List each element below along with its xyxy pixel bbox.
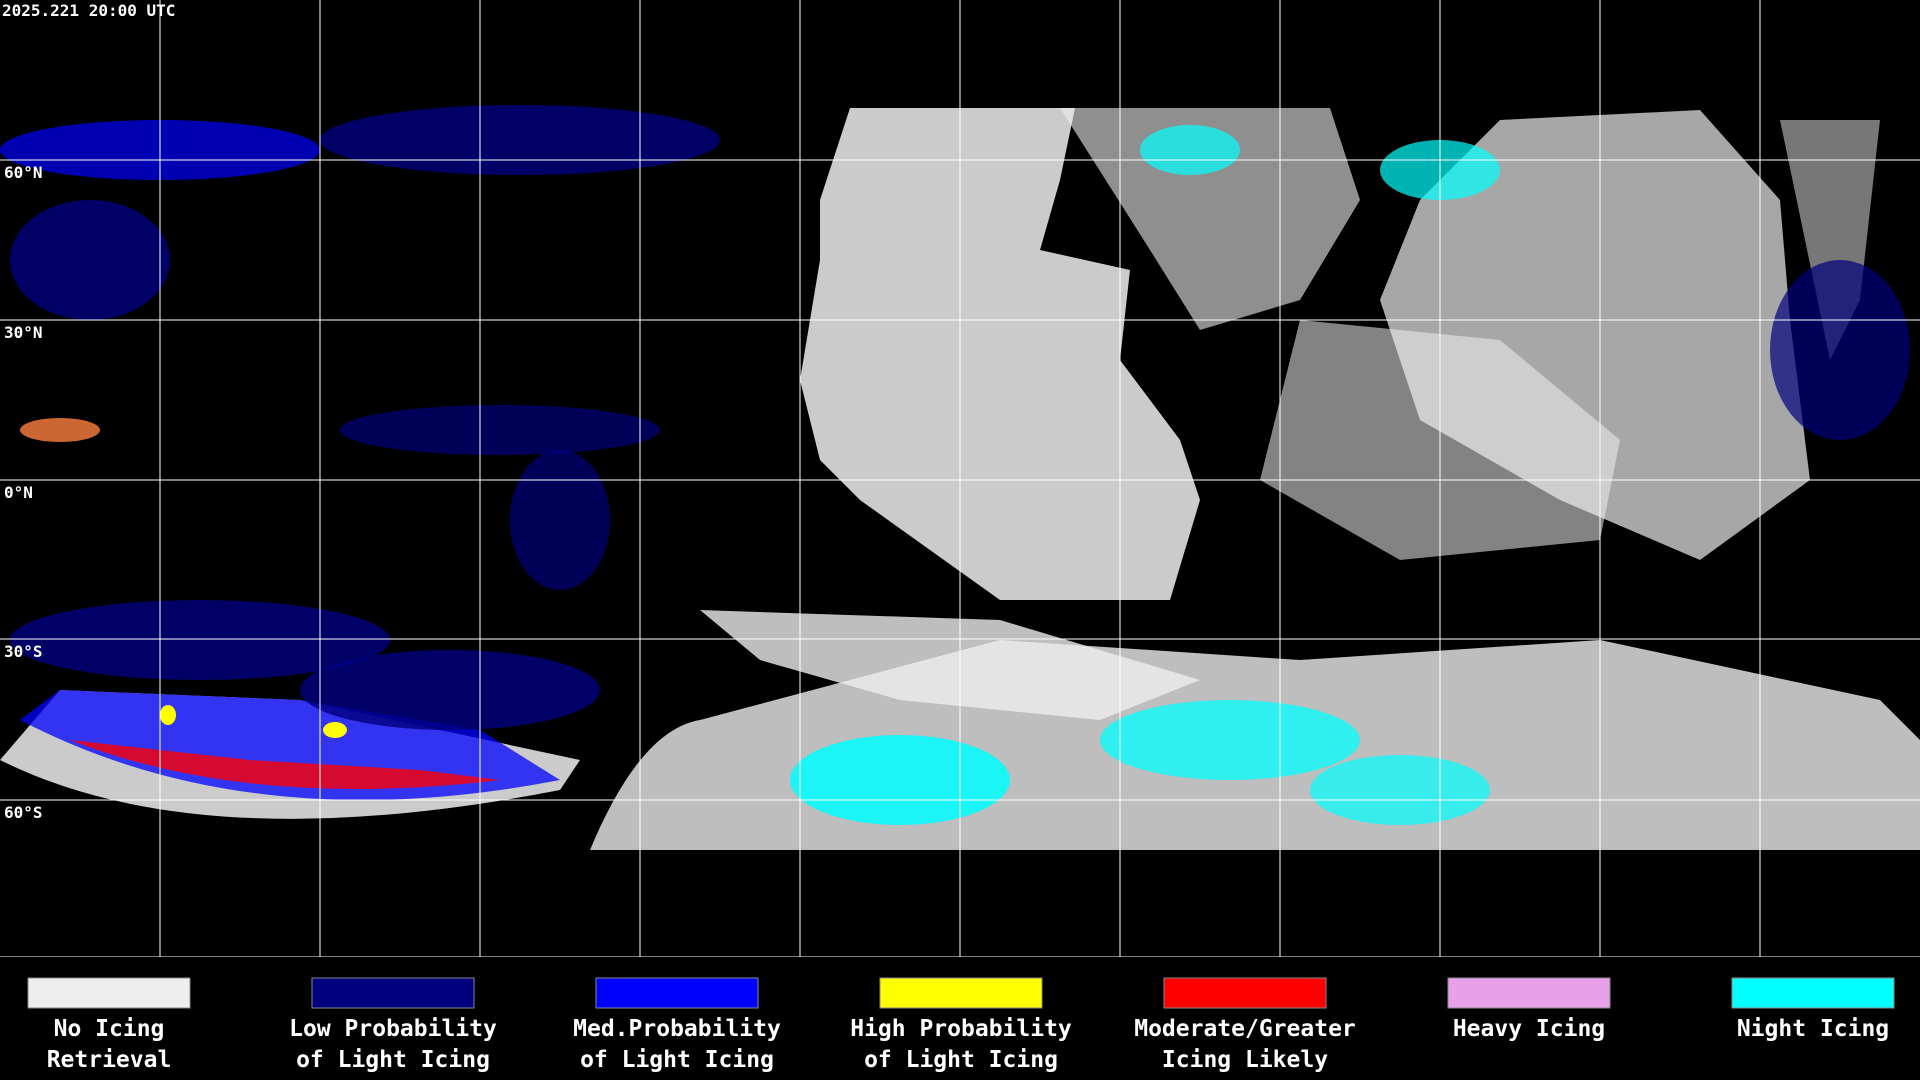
icing-region bbox=[10, 600, 390, 680]
latitude-label: 60°N bbox=[4, 163, 43, 182]
legend-label: Retrieval bbox=[47, 1047, 172, 1073]
icing-region bbox=[10, 200, 170, 320]
cloud-region bbox=[700, 610, 1200, 720]
icing-region bbox=[510, 450, 610, 590]
cloud-cover bbox=[0, 105, 1920, 850]
icing-region bbox=[20, 418, 100, 442]
legend-label: Night Icing bbox=[1737, 1016, 1889, 1042]
latitude-labels: 60°N 30°N 0°N 30°S 60°S bbox=[4, 163, 43, 822]
cloud-region bbox=[1060, 108, 1360, 330]
legend-label: No Icing bbox=[54, 1016, 165, 1042]
timestamp: 2025.221 20:00 UTC bbox=[2, 1, 175, 20]
legend-label: of Light Icing bbox=[580, 1047, 774, 1073]
icing-region bbox=[70, 740, 500, 789]
legend-label: High Probability bbox=[850, 1016, 1072, 1042]
icing-region bbox=[1770, 260, 1910, 440]
legend-swatch bbox=[1447, 977, 1611, 1009]
legend: No Icing Retrieval Low Probability of Light… bbox=[27, 977, 1895, 1073]
legend-label: of Light Icing bbox=[296, 1047, 490, 1073]
legend-label: Moderate/Greater bbox=[1134, 1016, 1356, 1042]
legend-swatch bbox=[1731, 977, 1895, 1009]
night-icing bbox=[790, 735, 1010, 825]
legend-swatch bbox=[879, 977, 1043, 1009]
cloud-region bbox=[800, 108, 1200, 600]
legend-swatch bbox=[1163, 977, 1327, 1009]
legend-label: Med.Probability bbox=[573, 1016, 781, 1042]
legend-label: Icing Likely bbox=[1162, 1047, 1328, 1073]
icing-region bbox=[320, 105, 720, 175]
legend-swatch bbox=[27, 977, 191, 1009]
night-icing bbox=[1140, 125, 1240, 175]
legend-swatch bbox=[595, 977, 759, 1009]
icing-region bbox=[323, 722, 347, 738]
icing-region bbox=[300, 650, 600, 730]
night-icing bbox=[1310, 755, 1490, 825]
icing-region bbox=[160, 705, 176, 725]
legend-swatch bbox=[311, 977, 475, 1009]
latitude-label: 0°N bbox=[4, 483, 33, 502]
legend-label: Heavy Icing bbox=[1453, 1016, 1605, 1042]
icing-region bbox=[340, 405, 660, 455]
legend-label: of Light Icing bbox=[864, 1047, 1058, 1073]
night-icing bbox=[1100, 700, 1360, 780]
latitude-label: 60°S bbox=[4, 803, 43, 822]
latitude-label: 30°S bbox=[4, 642, 43, 661]
latitude-label: 30°N bbox=[4, 323, 43, 342]
legend-label: Low Probability bbox=[289, 1016, 497, 1042]
